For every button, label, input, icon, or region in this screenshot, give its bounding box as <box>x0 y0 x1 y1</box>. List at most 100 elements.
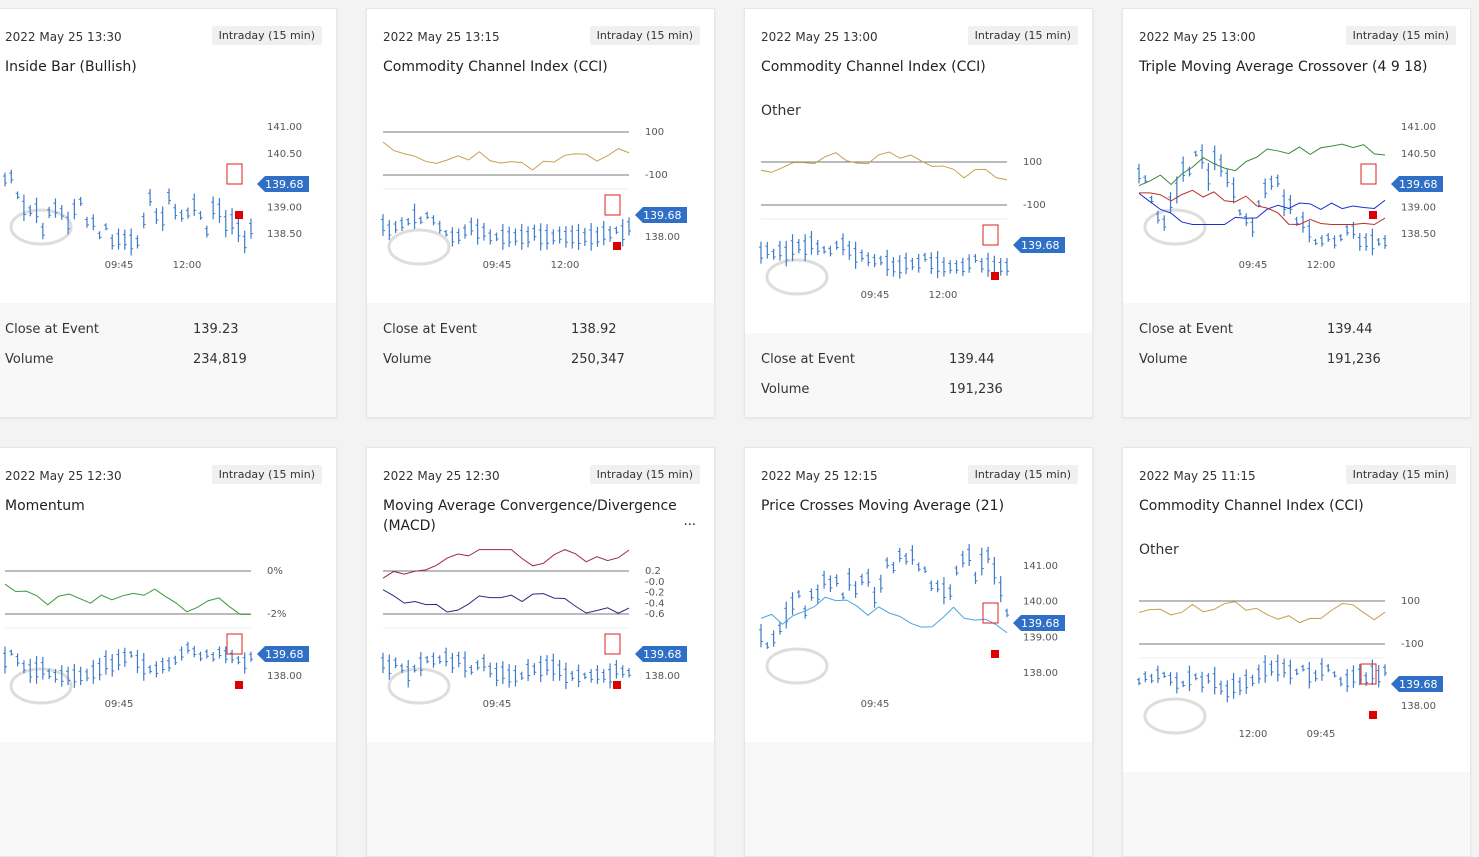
x-axis-label: 12:00 <box>1239 729 1268 740</box>
event-marker <box>613 681 621 689</box>
axis-label: -0.6 <box>645 609 665 620</box>
mini-chart: 100 -100 139.68 09:45 12:00 <box>759 151 1065 301</box>
event-date: 2022 May 25 13:00 <box>761 30 878 44</box>
mini-chart: 141.00140.50140.00139.00138.50139.6809:4… <box>3 122 309 271</box>
axis-label: 100 <box>645 127 664 138</box>
event-card: 2022 May 25 13:00 Intraday (15 min) Triple… <box>1122 8 1471 418</box>
axis-label: 141.00 <box>267 122 302 133</box>
axis-label: -100 <box>1023 200 1046 211</box>
mini-chart: 141.00 140.00 139.00 138.00 139.68 09:45 <box>759 544 1065 710</box>
event-subtitle: Other <box>761 103 801 119</box>
watermark <box>9 667 73 705</box>
event-title: Price Crosses Moving Average (21) <box>761 498 1005 514</box>
interval-badge: Intraday (15 min) <box>589 26 700 45</box>
stat-value: 139.44 <box>1327 322 1373 337</box>
indicator-line <box>4 583 251 615</box>
page: 2022 May 25 13:30 Intraday (15 min) Inside… <box>0 8 1471 857</box>
price-tag-label: 139.68 <box>1021 239 1060 252</box>
axis-label: 139.00 <box>1023 632 1058 643</box>
axis-label: -100 <box>645 170 668 181</box>
event-date: 2022 May 25 11:15 <box>1139 469 1256 483</box>
x-axis-label: 09:45 <box>861 699 890 710</box>
indicator-line <box>1138 601 1386 624</box>
x-axis-label: 12:00 <box>173 260 202 271</box>
event-date: 2022 May 25 13:30 <box>5 30 122 44</box>
event-title: Inside Bar (Bullish) <box>5 59 137 75</box>
event-box <box>226 163 243 185</box>
x-axis-label: 09:45 <box>483 699 512 710</box>
event-box <box>1360 163 1377 185</box>
stat-label: Close at Event <box>761 352 855 367</box>
event-card: 2022 May 25 11:15 Intraday (15 min) Commod… <box>1122 447 1471 857</box>
stat-label: Volume <box>1139 352 1188 367</box>
stats-panel <box>745 742 1092 856</box>
event-title: Momentum <box>5 498 85 514</box>
event-marker <box>991 650 999 658</box>
x-axis-label: 09:45 <box>483 260 512 271</box>
event-card: 2022 May 25 12:30 Intraday (15 min) Moment… <box>0 447 337 857</box>
price-tag <box>1391 676 1443 692</box>
axis-label: 0.2 <box>645 566 661 577</box>
x-axis-label: 09:45 <box>1239 260 1268 271</box>
mini-chart: 100 -100 138.00 139.68 09:45 12:00 <box>381 127 687 271</box>
stat-label: Close at Event <box>1139 322 1233 337</box>
event-box <box>604 633 621 655</box>
price-tag <box>635 646 687 662</box>
axis-label: 141.00 <box>1401 122 1436 133</box>
watermark <box>387 228 451 266</box>
event-title: Triple Moving Average Crossover (4 9 18) <box>1139 59 1428 75</box>
watermark <box>9 208 73 246</box>
axis-label: 140.00 <box>1023 597 1058 608</box>
indicator-line <box>760 596 1008 634</box>
interval-badge: Intraday (15 min) <box>211 26 322 45</box>
indicator-line <box>1138 193 1386 225</box>
event-card: 2022 May 25 13:00 Intraday (15 min) Commod… <box>744 8 1093 418</box>
axis-label: -0.4 <box>645 598 665 609</box>
event-card: 2022 May 25 13:30 Intraday (15 min) Inside… <box>0 8 337 418</box>
event-card: 2022 May 25 12:30 Intraday (15 min) Moving… <box>366 447 715 857</box>
price-tag-label: 139.68 <box>265 178 304 191</box>
event-subtitle: Other <box>1139 542 1179 558</box>
event-title: Commodity Channel Index (CCI) <box>383 59 608 75</box>
stat-value: 234,819 <box>193 352 247 367</box>
stat-value: 250,347 <box>571 352 625 367</box>
event-marker <box>991 272 999 280</box>
stat-label: Volume <box>383 352 432 367</box>
x-axis-label: 12:00 <box>929 290 958 301</box>
event-box <box>982 224 999 246</box>
watermark <box>765 647 829 685</box>
event-marker <box>613 242 621 250</box>
stat-value: 191,236 <box>949 382 1003 397</box>
interval-badge: Intraday (15 min) <box>211 465 322 484</box>
event-marker <box>235 211 243 219</box>
price-tag <box>1013 615 1065 631</box>
axis-label: 138.00 <box>645 232 680 243</box>
axis-label: 138.00 <box>267 671 302 682</box>
event-marker <box>1369 711 1377 719</box>
event-title: Commodity Channel Index (CCI) <box>761 59 986 75</box>
axis-label: 140.50 <box>1401 149 1436 160</box>
mini-chart: 100 -100 138.00 139.68 12:00 09:45 <box>1137 596 1443 740</box>
axis-label: 138.50 <box>267 229 302 240</box>
indicator-line <box>382 589 630 614</box>
x-axis-label: 09:45 <box>105 699 134 710</box>
axis-label: 139.00 <box>1401 202 1436 213</box>
watermark <box>1143 697 1207 735</box>
mini-chart: 141.00140.50140.00139.00138.50139.6809:4… <box>1137 122 1443 271</box>
axis-label: 100 <box>1401 596 1420 607</box>
event-box <box>1360 663 1377 685</box>
stats-panel <box>0 742 336 856</box>
x-axis-label: 09:45 <box>861 290 890 301</box>
x-axis-label: 12:00 <box>551 260 580 271</box>
stat-value: 138.92 <box>571 322 617 337</box>
interval-badge: Intraday (15 min) <box>589 465 700 484</box>
stats-panel: Close at Event 139.23 Volume 234,819 <box>0 303 336 417</box>
indicator-line <box>760 151 1008 181</box>
axis-label: 138.50 <box>1401 229 1436 240</box>
mini-chart: 0.2-0.0-0.2-0.4-0.6 138.00 139.68 09:45 <box>381 549 687 710</box>
x-axis-label: 09:45 <box>105 260 134 271</box>
interval-badge: Intraday (15 min) <box>1345 26 1456 45</box>
interval-badge: Intraday (15 min) <box>967 465 1078 484</box>
price-tag-label: 139.68 <box>643 209 682 222</box>
price-tag <box>1391 176 1443 192</box>
